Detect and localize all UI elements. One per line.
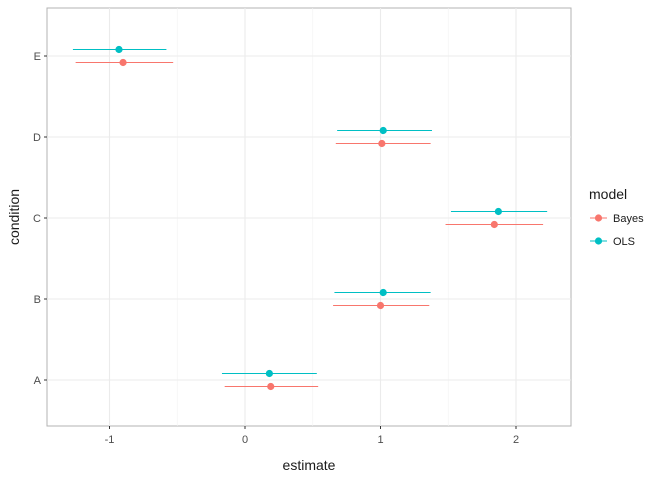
legend-key-ols (590, 237, 607, 245)
data-point (265, 369, 273, 378)
plot-panel (46, 7, 572, 427)
y-tick-label: C (33, 213, 41, 225)
data-point (490, 220, 498, 229)
data-point (115, 45, 123, 54)
x-axis-title: estimate (283, 457, 336, 473)
y-tick-label: D (33, 132, 41, 144)
data-point (379, 126, 387, 135)
legend-title: model (589, 186, 627, 202)
x-tick-label: 1 (377, 434, 383, 446)
data-point (376, 301, 385, 310)
y-tick-label: A (34, 375, 42, 387)
series-ols (72, 45, 548, 378)
series-bayes (75, 58, 544, 391)
y-tick-label: E (34, 51, 41, 63)
y-axis-title: condition (6, 189, 22, 245)
data-point (379, 288, 387, 297)
y-axis: A B C D E (33, 51, 47, 387)
data-point (494, 207, 502, 216)
chart-marks (72, 45, 548, 391)
data-point (267, 382, 275, 391)
x-tick-label: 0 (242, 434, 248, 446)
data-point (378, 139, 386, 148)
x-tick-label: 2 (513, 434, 519, 446)
legend-label: Bayes (613, 213, 644, 225)
x-axis: -1 0 1 2 (105, 426, 519, 446)
legend-key-bayes (590, 214, 607, 222)
grid (47, 8, 571, 426)
data-point (119, 58, 127, 67)
legend-label: OLS (613, 236, 635, 248)
legend-key-point (594, 214, 603, 222)
x-tick-label: -1 (105, 434, 115, 446)
legend-key-point (594, 237, 603, 245)
y-tick-label: B (34, 294, 41, 306)
legend: model Bayes OLS (589, 186, 644, 248)
